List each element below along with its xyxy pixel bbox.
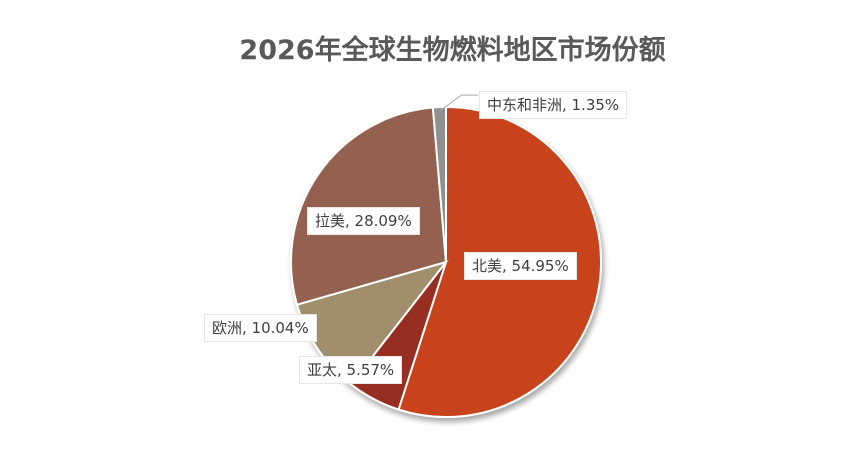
chart-title: 2026年全球生物燃料地区市场份额: [239, 35, 666, 66]
leader-line-middle-east-africa: [439, 94, 478, 112]
slice-latin-america: [290, 106, 448, 306]
data-label-north-america: 北美, 54.95%: [465, 253, 576, 279]
data-label-europe: 欧洲, 10.04%: [205, 315, 316, 341]
data-label-middle-east-africa: 中东和非洲, 1.35%: [480, 92, 627, 118]
data-label-asia-pacific: 亚太, 5.57%: [300, 357, 402, 383]
data-label-latin-america: 拉美, 28.09%: [308, 208, 419, 234]
slice-middle-east-africa: [431, 105, 447, 263]
